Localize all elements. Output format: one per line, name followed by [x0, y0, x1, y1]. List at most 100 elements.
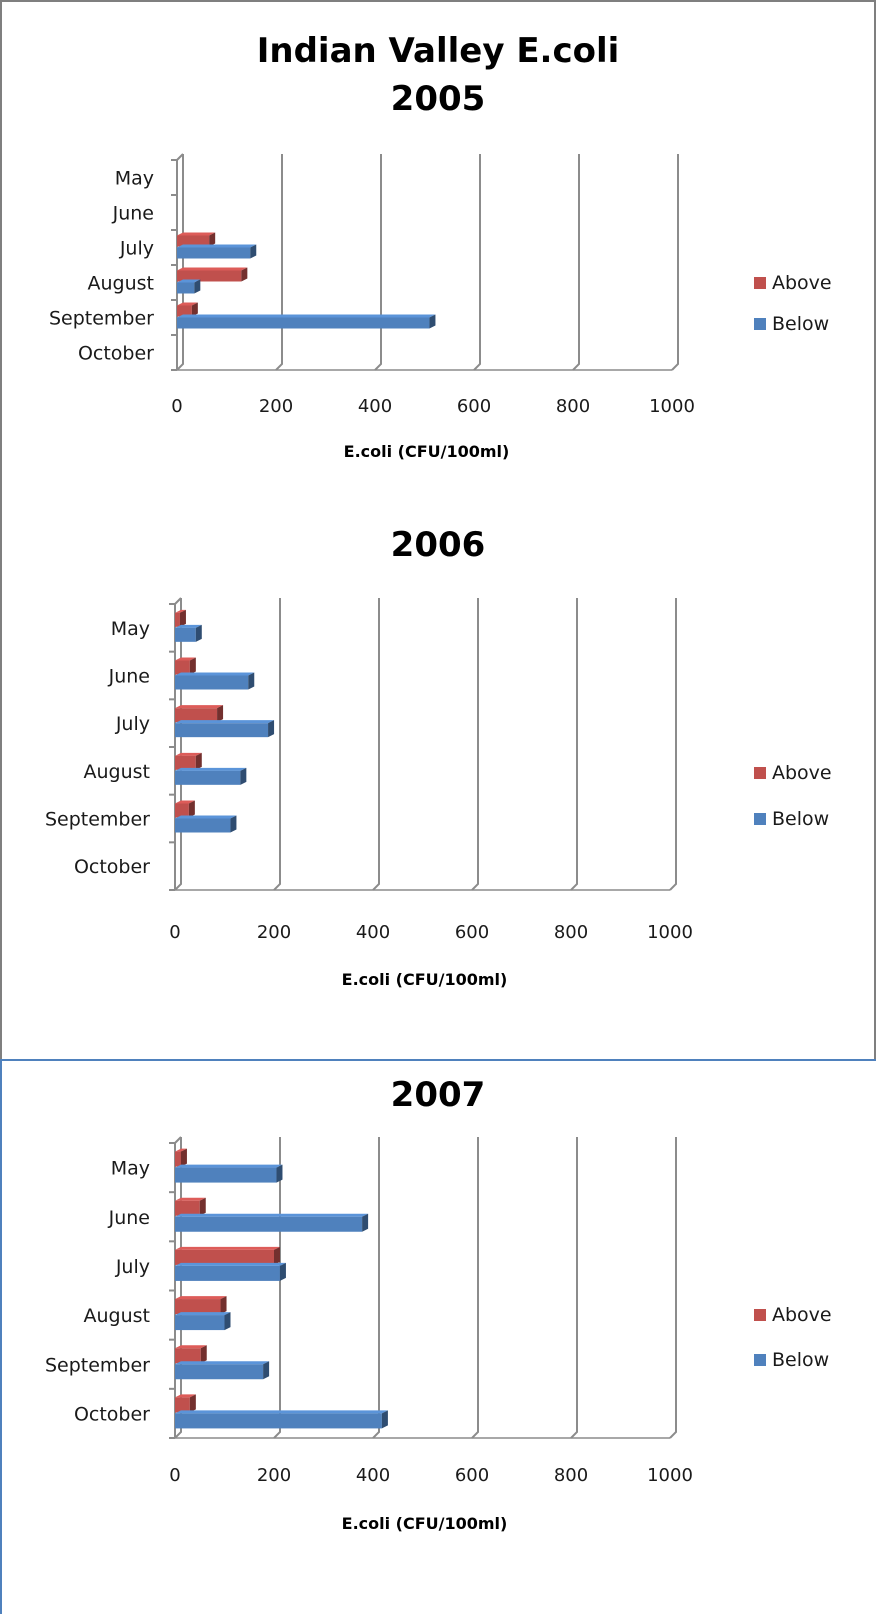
x-tick-label: 600 [457, 396, 491, 417]
bar-above [177, 302, 198, 317]
bar-above [175, 705, 224, 723]
bar-below [177, 314, 436, 329]
chart-2006: 2006 May June July August September October 0 20… [45, 525, 832, 989]
legend-label-below: Below [772, 808, 829, 830]
gridline [275, 154, 283, 371]
x-axis-title: E.coli (CFU/100ml) [342, 970, 508, 989]
chart-panel-2006: 2006 May June July August September October 0 20… [0, 503, 876, 1061]
x-tick-label: 800 [556, 396, 590, 417]
x-tick-label: 400 [356, 1465, 390, 1486]
gridline [372, 598, 380, 891]
bar-above [177, 232, 216, 247]
category-label: August [88, 273, 155, 295]
x-tick-label: 0 [169, 922, 180, 943]
bar-above [175, 752, 202, 770]
chart-panel-2005: Indian Valley E.coli 2005 May June July Augus… [0, 0, 876, 505]
chart-title: 2006 [391, 525, 486, 565]
bar-above [175, 800, 195, 818]
bar-above [175, 1246, 280, 1265]
x-tick-label: 0 [169, 1465, 180, 1486]
x-tick-label: 400 [356, 922, 390, 943]
category-label: June [112, 203, 154, 225]
bar-below [175, 815, 237, 833]
gridline [273, 1137, 281, 1439]
bar-above [175, 1394, 196, 1413]
category-label: May [111, 1158, 150, 1180]
y-axis-top [174, 597, 182, 605]
x-tick-label: 800 [554, 1465, 588, 1486]
chart-2007: 2007 May June July August September October 0 20… [45, 1075, 832, 1533]
gridline [174, 598, 182, 891]
x-tick-label: 1000 [647, 922, 693, 943]
category-label: May [111, 618, 150, 640]
bar-below [177, 279, 201, 294]
bar-above [177, 267, 248, 282]
x-tick-label: 600 [455, 922, 489, 943]
category-label: September [45, 809, 150, 831]
y-axis-top [176, 153, 184, 161]
legend-swatch-below [754, 1354, 766, 1366]
x-axis-title: E.coli (CFU/100ml) [342, 1514, 508, 1533]
x-tick-label: 200 [257, 922, 291, 943]
gridline [570, 598, 578, 891]
bar-below [175, 1262, 286, 1281]
bar-below [175, 720, 275, 738]
chart-panel-2007: 2007 May June July August September October 0 20… [0, 1059, 876, 1614]
bar-below [175, 1213, 369, 1232]
gridline [669, 598, 677, 891]
legend-swatch-below [754, 318, 766, 330]
legend-label-above: Above [772, 1304, 832, 1326]
bar-above [175, 1345, 207, 1364]
bar-below [175, 672, 255, 690]
category-label: September [45, 1354, 150, 1376]
bar-below [177, 244, 257, 259]
chart-2005: Indian Valley E.coli 2005 May June July Augus… [49, 31, 832, 461]
legend-label-above: Above [772, 272, 832, 294]
x-axis-title: E.coli (CFU/100ml) [344, 442, 510, 461]
x-tick-label: 200 [259, 396, 293, 417]
gridline [471, 598, 479, 891]
category-label: July [115, 1256, 150, 1278]
bar-below [175, 1164, 283, 1183]
gridline [671, 154, 679, 371]
x-tick-label: 0 [171, 396, 182, 417]
legend-swatch-above [754, 1309, 766, 1321]
gridline [372, 1137, 380, 1439]
category-label: May [115, 168, 154, 190]
bar-above [175, 1148, 187, 1167]
bar-below [175, 1410, 388, 1429]
category-label: July [115, 713, 150, 735]
chart-title: Indian Valley E.coli [257, 31, 620, 71]
gridline [473, 154, 481, 371]
legend-label-above: Above [772, 762, 832, 784]
bar-above [175, 657, 196, 675]
gridline [471, 1137, 479, 1439]
category-label: August [84, 761, 151, 783]
x-tick-label: 800 [554, 922, 588, 943]
gridline [669, 1137, 677, 1439]
category-label: October [74, 1403, 150, 1425]
category-label: October [78, 343, 154, 365]
gridline [572, 154, 580, 371]
legend-swatch-above [754, 277, 766, 289]
gridline [176, 154, 184, 371]
legend-swatch-above [754, 767, 766, 779]
x-tick-label: 1000 [649, 396, 695, 417]
category-label: July [119, 238, 154, 260]
category-label: June [108, 1207, 150, 1229]
bar-below [175, 1312, 231, 1331]
bar-below [175, 624, 202, 642]
bar-below [175, 1361, 270, 1380]
category-label: August [84, 1305, 151, 1327]
legend-label-below: Below [772, 313, 829, 335]
category-label: October [74, 856, 150, 878]
gridline [273, 598, 281, 891]
chart-title: 2007 [391, 1075, 486, 1115]
bar-above [175, 609, 186, 627]
legend-swatch-below [754, 813, 766, 825]
gridline [174, 1137, 182, 1439]
x-tick-label: 200 [257, 1465, 291, 1486]
gridline [570, 1137, 578, 1439]
bar-above [175, 1197, 206, 1216]
legend-label-below: Below [772, 1349, 829, 1371]
